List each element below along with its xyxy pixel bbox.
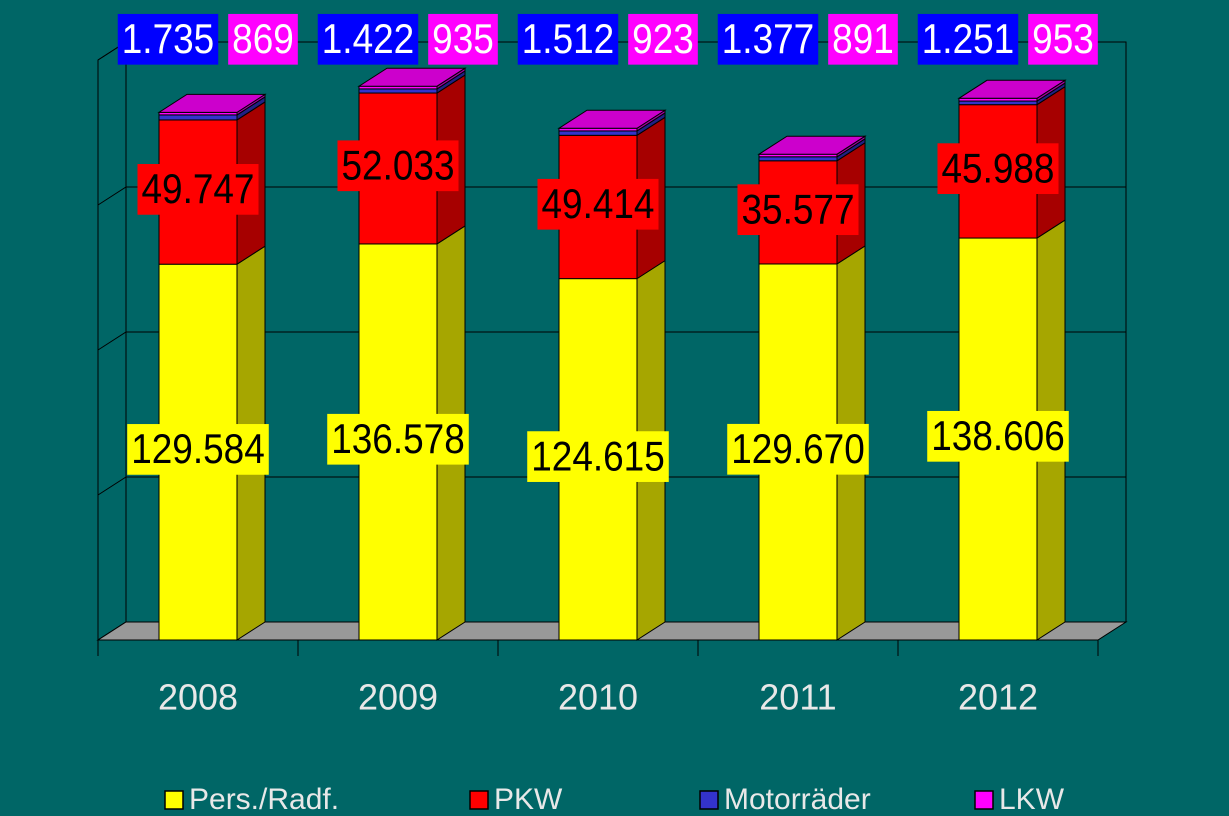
value-label-group: 49.414 [537,178,659,230]
value-label: 35.577 [741,186,854,233]
legend-label: LKW [999,783,1065,816]
x-tick-label: 2012 [958,677,1038,718]
legend-label: Pers./Radf. [189,783,339,816]
value-label: 129.670 [731,426,865,473]
value-label-box [727,423,869,475]
x-tick-label: 2011 [759,677,836,718]
bar [358,88,438,94]
value-label-group: 1.377 [717,13,819,65]
value-label: 136.578 [331,416,465,463]
value-label: 124.615 [531,433,665,480]
value-label: 49.414 [541,181,654,228]
legend-swatch [469,790,489,810]
value-label-group: 35.577 [737,184,859,236]
value-label: 1.512 [522,16,614,63]
legend-swatch [164,790,184,810]
value-label-group: 923 [628,13,698,65]
value-label-box [228,13,298,65]
value-label: 953 [1032,16,1094,63]
value-label-box [127,424,269,475]
value-label-box [137,164,259,215]
value-label-box [327,413,469,465]
bar-top [757,135,867,155]
legend-swatch [699,790,719,810]
value-label-box [428,13,498,65]
value-label: 869 [232,16,294,63]
value-label: 45.988 [941,145,1054,192]
value-label-group: 45.988 [937,143,1059,195]
value-label-group: 935 [428,13,498,65]
value-label: 1.422 [322,16,414,63]
value-label-group: 891 [828,13,898,65]
value-label-group: 1.422 [317,13,419,65]
value-label-group: 1.512 [517,13,619,65]
legend-label: PKW [494,783,563,816]
value-label-box [537,178,659,230]
bar [758,156,838,162]
bar [958,100,1038,106]
value-label-box [927,410,1069,462]
value-label-box [317,13,419,65]
value-label-group: 129.584 [127,424,269,475]
value-label-box [517,13,619,65]
value-label-group: 136.578 [327,413,469,465]
bar-top [957,79,1067,99]
value-label-box [828,13,898,65]
value-label: 1.251 [922,16,1014,63]
bar [558,130,638,136]
value-label: 49.747 [141,166,254,213]
value-label: 923 [632,16,694,63]
value-label-box [1028,13,1098,65]
value-label-group: 1.251 [917,13,1019,65]
value-label-group: 138.606 [927,410,1069,462]
legend-swatch [974,790,994,810]
legend-label: Motorräder [724,783,871,816]
x-tick-label: 2008 [158,677,238,718]
value-label: 891 [832,16,894,63]
bar-top [357,67,467,87]
value-label-group: 52.033 [337,140,459,192]
value-label: 129.584 [131,426,265,473]
value-label-box [527,431,669,482]
value-label-group: 1.735 [117,13,219,65]
value-label-box [337,140,459,192]
x-tick-label: 2009 [358,677,438,718]
value-label-box [937,143,1059,195]
value-label-box [737,184,859,236]
value-label: 52.033 [341,142,454,189]
bar-top [157,93,267,113]
value-label: 138.606 [931,413,1065,460]
value-label-group: 869 [228,13,298,65]
value-label-group: 49.747 [137,164,259,215]
value-label: 1.377 [722,16,814,63]
value-label-box [717,13,819,65]
value-label: 935 [432,16,494,63]
value-label-group: 953 [1028,13,1098,65]
value-label-box [117,13,219,65]
value-label-box [628,13,698,65]
value-label-group: 129.670 [727,423,869,475]
value-label: 1.735 [122,16,214,63]
value-label-box [917,13,1019,65]
value-label-group: 124.615 [527,431,669,482]
bar-top [557,109,667,129]
x-tick-label: 2010 [558,677,638,718]
bar [158,114,238,121]
